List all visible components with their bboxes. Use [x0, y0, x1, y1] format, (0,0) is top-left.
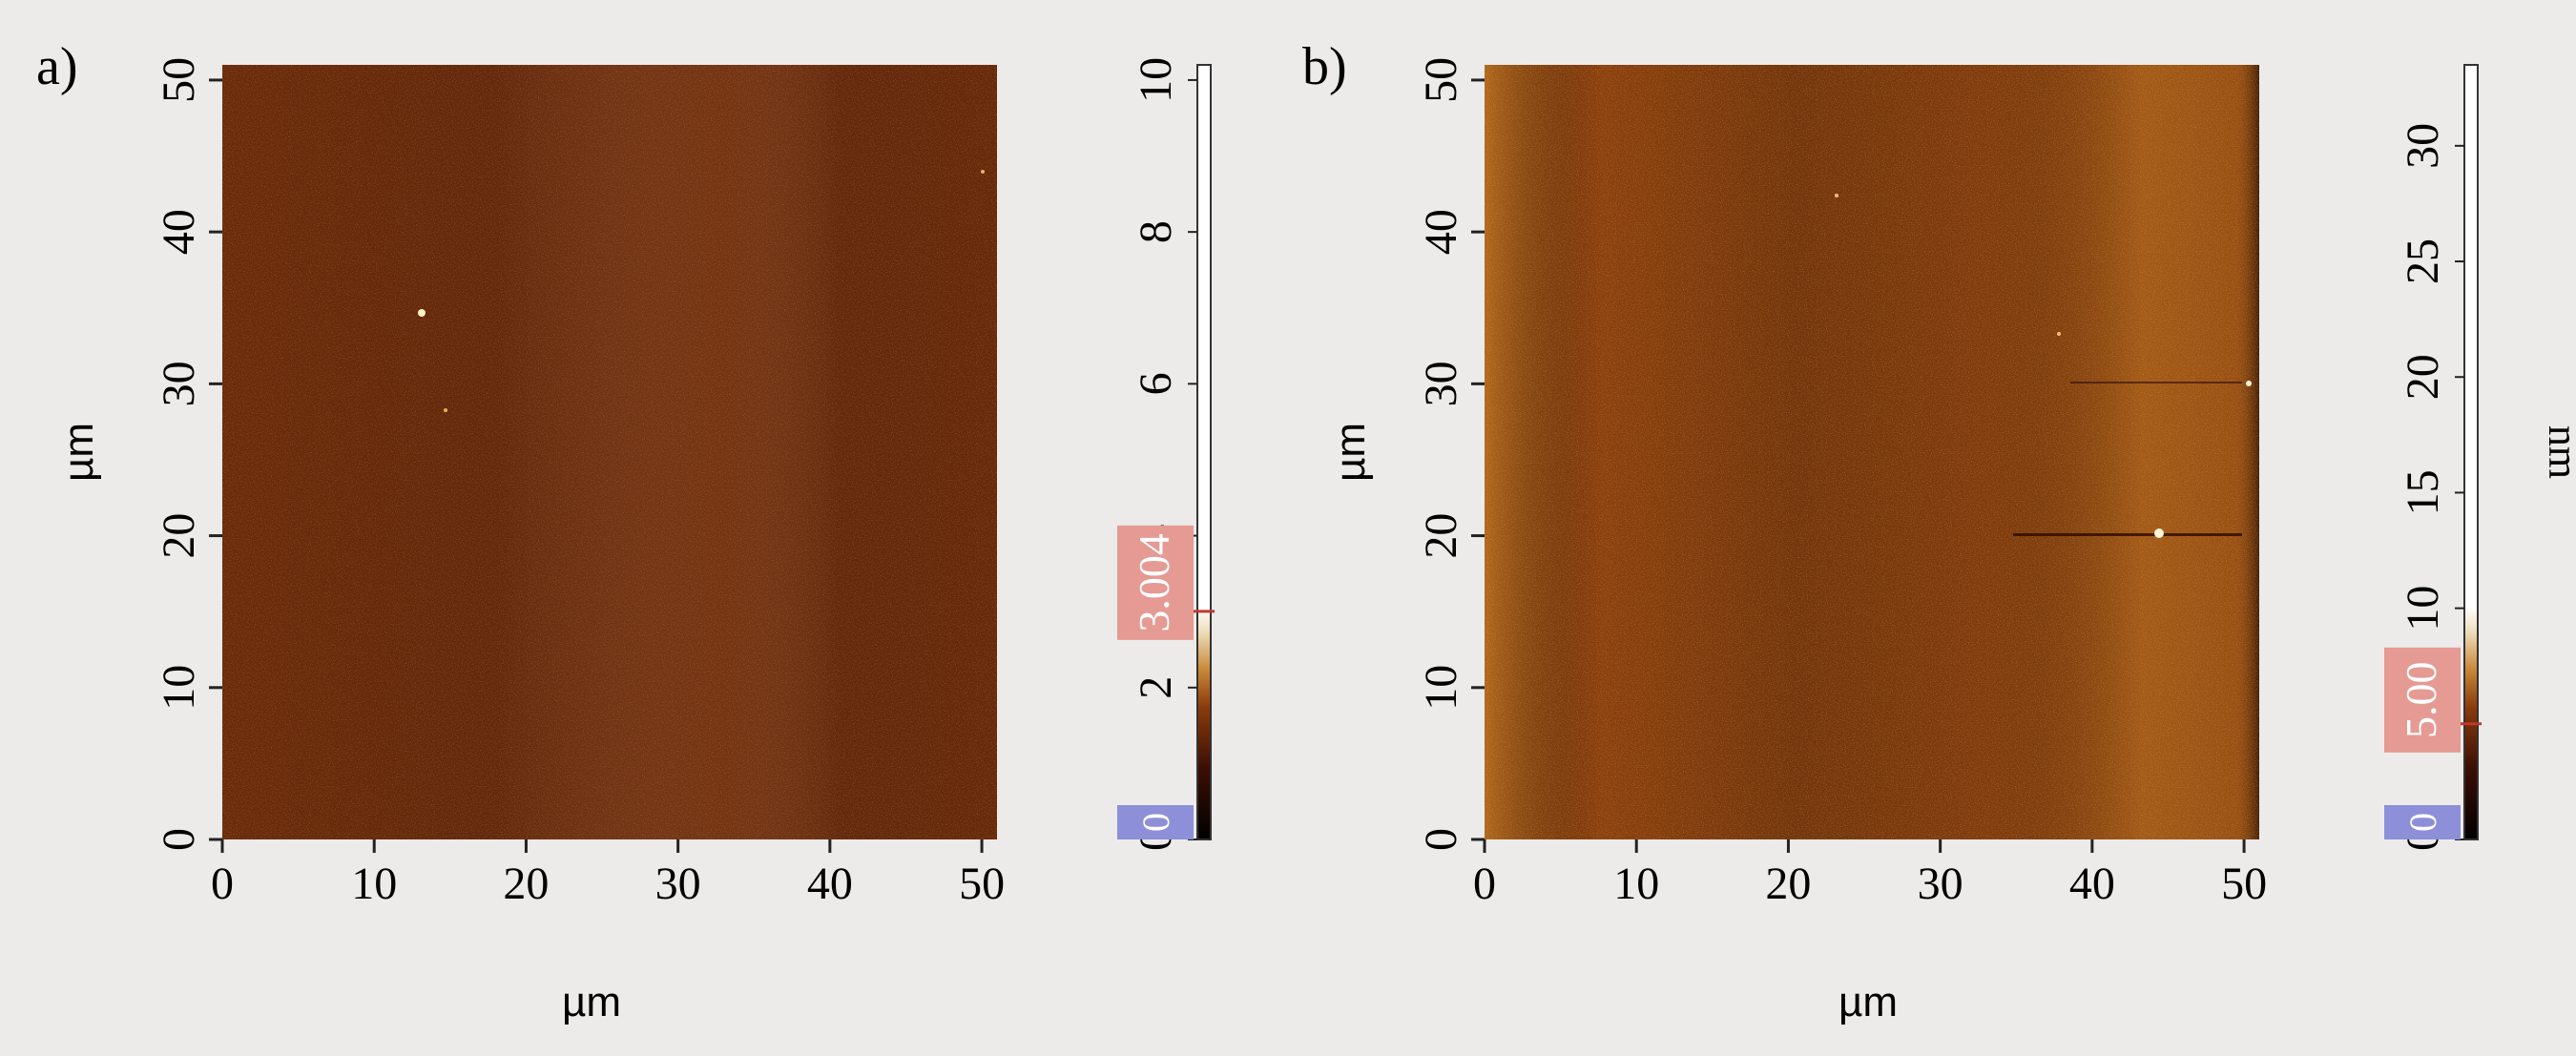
colorbar-tick-label: 25 — [2398, 238, 2448, 284]
y-tick-label: 40 — [1416, 209, 1466, 255]
colorbar-tick-label: 10 — [1131, 57, 1181, 103]
x-tick-label: 20 — [1765, 859, 1811, 909]
x-tick-label: 0 — [1473, 859, 1496, 909]
x-tick-label: 0 — [211, 859, 234, 909]
y-tick-label: 20 — [1416, 513, 1466, 559]
axes: 0 10 20 30 40 50 0 10 20 30 40 50 — [1416, 57, 2267, 909]
x-tick-label: 40 — [807, 859, 853, 909]
colorbar: 0510152025305.000 — [2384, 64, 2482, 851]
x-axis-label: µm — [1839, 979, 1898, 1025]
y-tick-label: 40 — [154, 209, 204, 255]
particle — [981, 170, 985, 174]
y-tick-label: 10 — [154, 665, 204, 711]
x-axis-label: µm — [562, 979, 621, 1025]
y-tick-label: 20 — [154, 513, 204, 559]
colorbar-min-value: 0 — [1134, 813, 1177, 832]
x-tick-label: 20 — [503, 859, 549, 909]
colorbar-tick-label: 6 — [1131, 372, 1181, 395]
y-tick-label: 30 — [154, 361, 204, 406]
afm-image — [222, 65, 997, 839]
colorbar-tick-label: 20 — [2398, 354, 2448, 400]
scan-line-artifact — [2070, 382, 2242, 383]
x-tick-label: 30 — [655, 859, 701, 909]
x-tick-label: 10 — [351, 859, 397, 909]
image-texture — [1485, 65, 2259, 839]
x-tick-label: 10 — [1613, 859, 1659, 909]
y-tick-label: 50 — [1416, 57, 1466, 103]
scan-line-artifact — [2013, 533, 2242, 536]
y-axis-label: µm — [55, 423, 102, 482]
particle — [444, 408, 447, 412]
y-tick-label: 50 — [154, 57, 204, 103]
x-tick-label: 40 — [2069, 859, 2115, 909]
panel-label: a) — [36, 37, 78, 96]
colorbar-min-marker[interactable] — [1117, 805, 1194, 839]
particle — [2057, 332, 2061, 336]
colorbar-tick-label: 15 — [2398, 469, 2448, 515]
y-axis-label: µm — [1327, 423, 1374, 482]
colorbar-min-value: 0 — [2401, 813, 2444, 832]
colorbar-max-marker[interactable] — [2384, 647, 2461, 753]
y-tick-label: 30 — [1416, 361, 1466, 406]
x-tick-label: 30 — [1918, 859, 1963, 909]
colorbar-max-value: 3.004 — [1130, 533, 1178, 632]
colorbar-tick-label: 30 — [2398, 123, 2448, 169]
colorbar-gradient — [1196, 64, 1212, 840]
colorbar-tick-label: 2 — [1131, 676, 1181, 699]
colorbar-tick-label: 10 — [2398, 586, 2448, 632]
axes: 0 10 20 30 40 50 0 10 20 30 40 50 — [154, 57, 1005, 909]
y-tick-label: 0 — [154, 828, 204, 851]
colorbar-max-value: 5.00 — [2397, 662, 2445, 739]
particle — [418, 309, 426, 317]
afm-image — [1485, 65, 2259, 839]
y-tick-label: 10 — [1416, 665, 1466, 711]
image-texture — [222, 65, 997, 839]
particle — [1835, 194, 1839, 197]
colorbar-min-marker[interactable] — [2384, 805, 2461, 839]
y-tick-label: 0 — [1416, 828, 1466, 851]
x-tick-label: 50 — [959, 859, 1005, 909]
x-tick-label: 50 — [2221, 859, 2267, 909]
particle — [2246, 381, 2252, 386]
colorbar-max-marker[interactable] — [1117, 525, 1194, 640]
colorbar-tick-label: 8 — [1131, 220, 1181, 243]
panel-label: b) — [1302, 37, 1347, 96]
colorbar-unit-label: nm — [2540, 425, 2576, 479]
colorbar-gradient — [2463, 64, 2479, 840]
particle — [2154, 528, 2164, 538]
